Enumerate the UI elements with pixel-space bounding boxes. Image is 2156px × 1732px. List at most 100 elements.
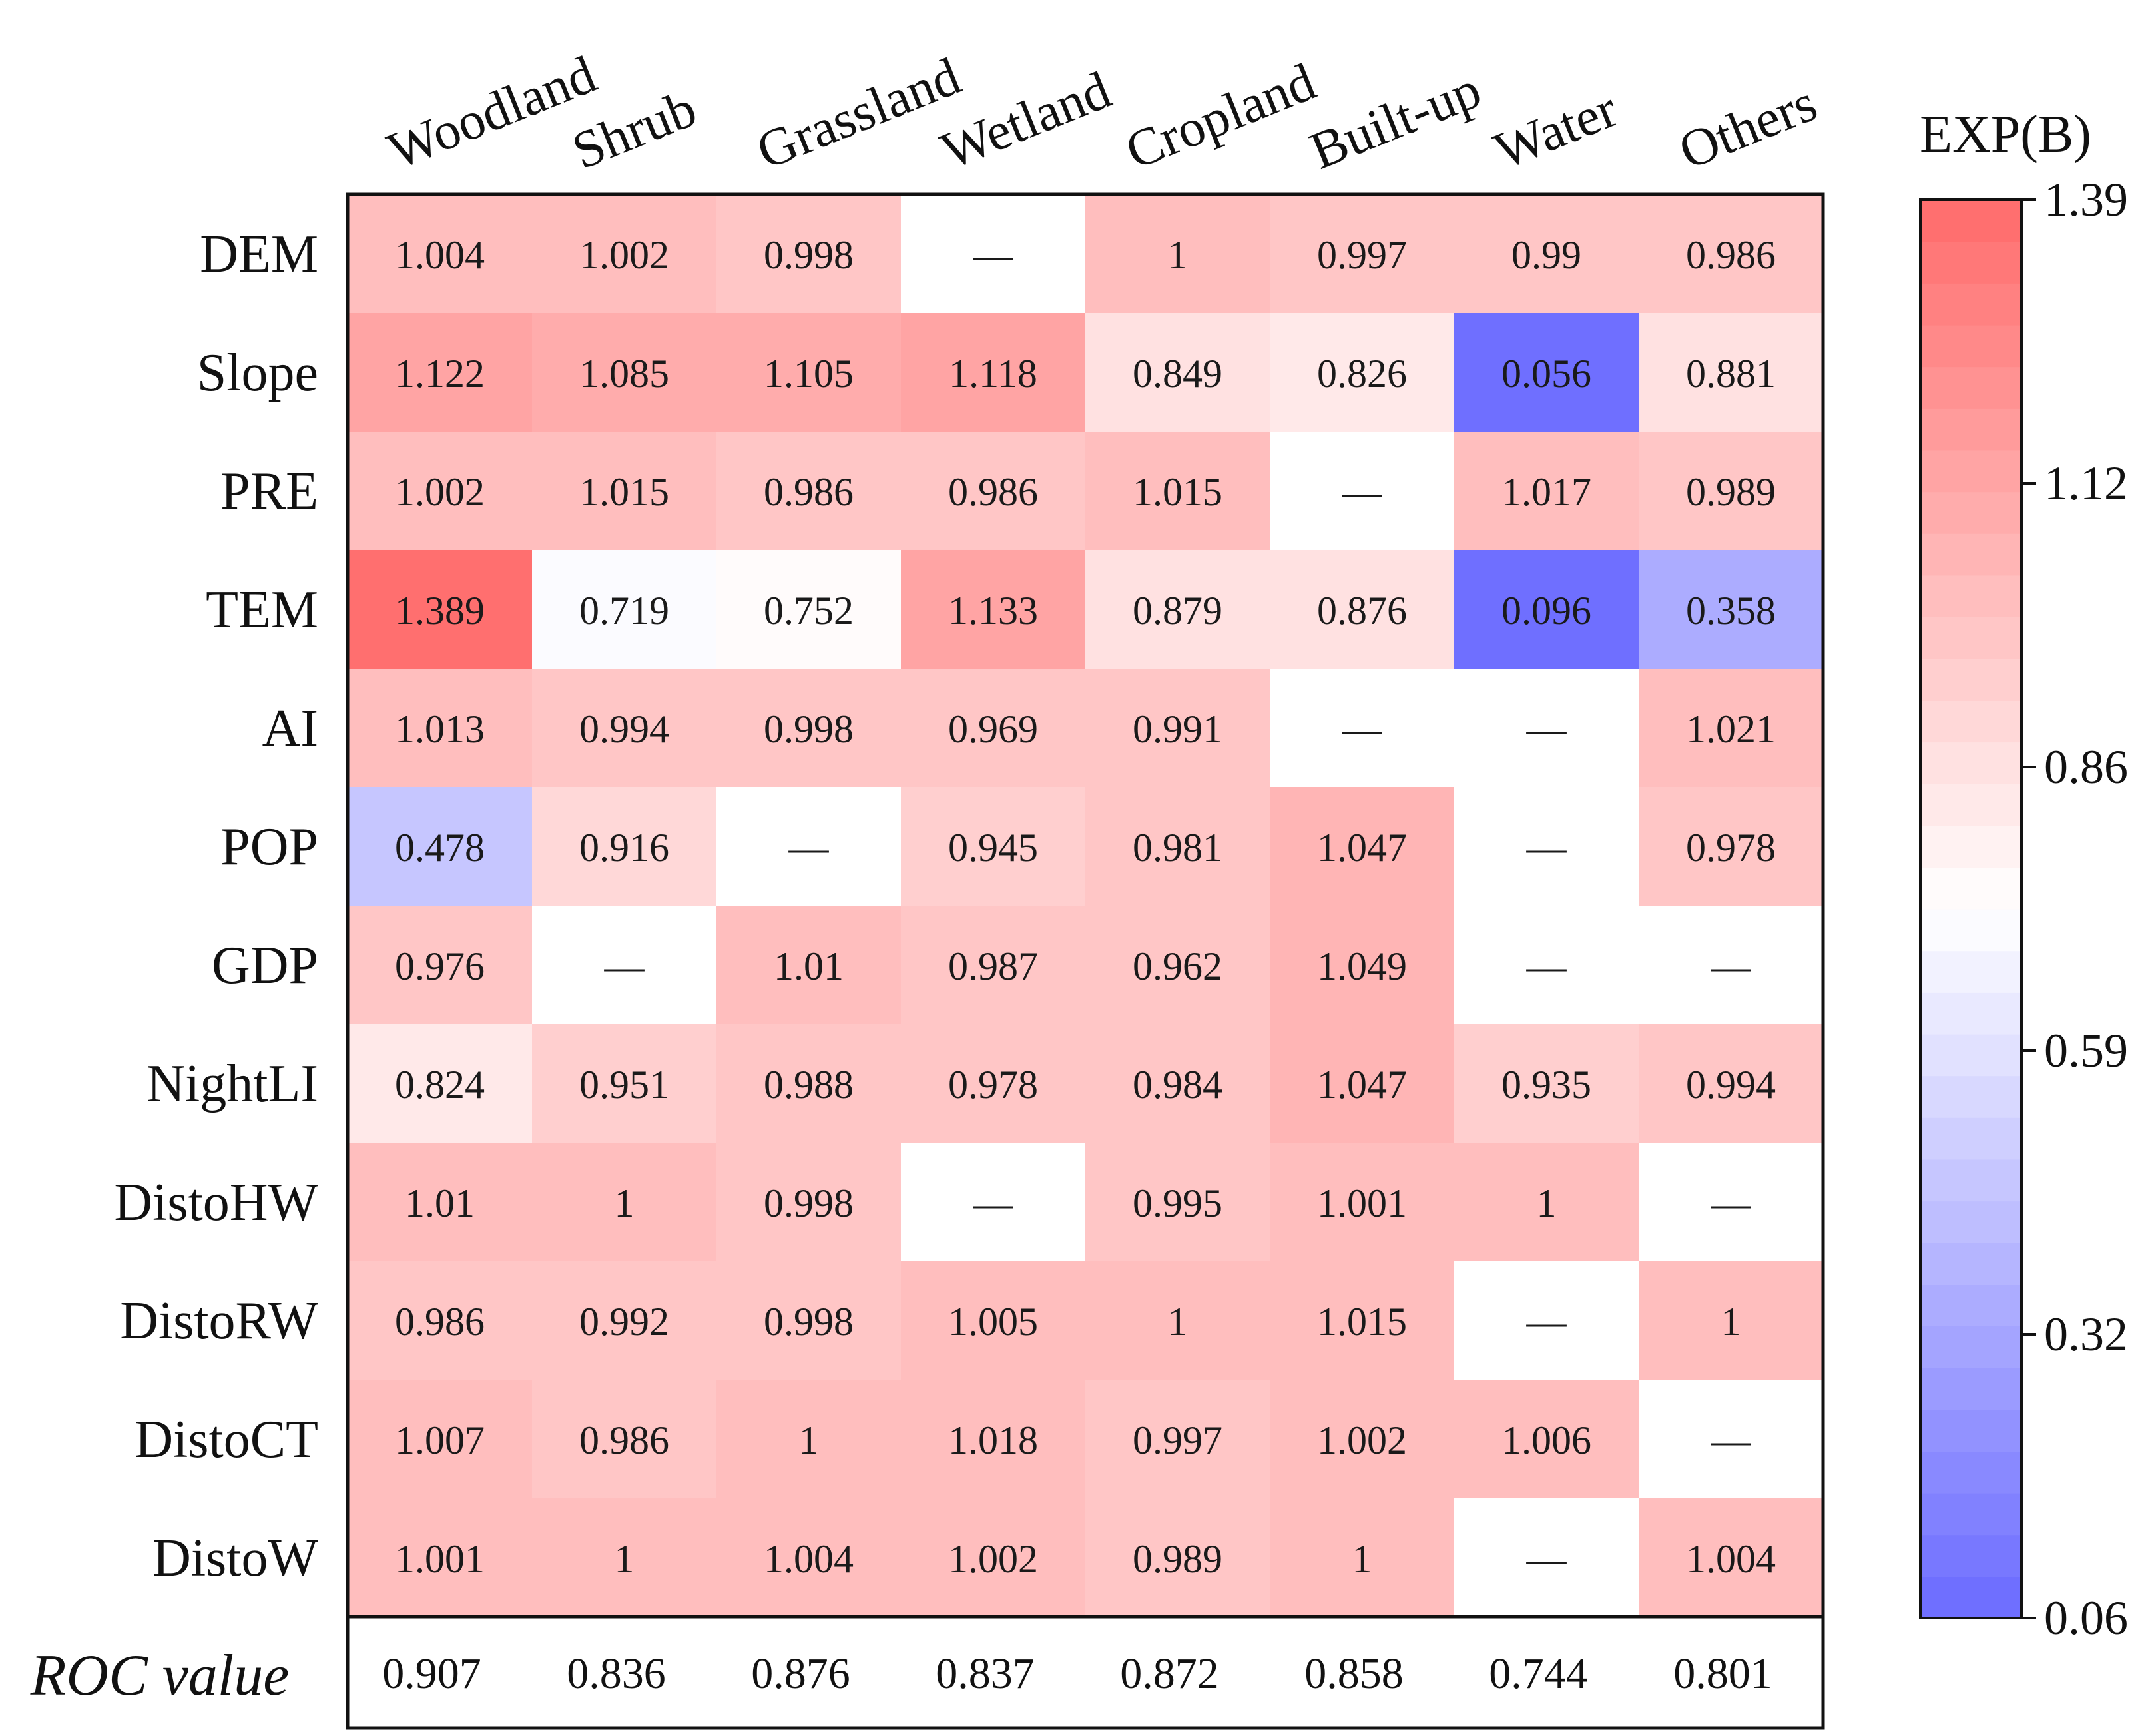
heatmap-cell: [1270, 906, 1454, 1024]
cell-value-label: 1: [799, 1418, 819, 1462]
cell-value-label: 1.017: [1501, 470, 1591, 514]
cell-value-label: 0.056: [1501, 352, 1591, 396]
heatmap-cell: [1639, 1380, 1823, 1498]
row-header: GDP: [212, 936, 318, 995]
colorbar-swatch: [1920, 533, 2021, 576]
cell-value-label: 0.881: [1686, 352, 1776, 396]
heatmap-cell: [532, 194, 716, 313]
cell-value-label: 0.984: [1133, 1063, 1222, 1107]
cell-value-label: —: [1526, 707, 1567, 751]
colorbar-tick-label: 0.06: [2044, 1591, 2128, 1645]
cell-value-label: —: [1526, 1300, 1567, 1344]
cell-value-label: 1: [1352, 1537, 1372, 1581]
cell-value-label: 1.002: [1317, 1418, 1407, 1462]
heatmap-cell: [901, 787, 1085, 906]
cell-value-label: 0.991: [1133, 707, 1222, 751]
heatmap-cell: [1639, 669, 1823, 787]
cell-value-label: 0.358: [1686, 589, 1776, 633]
row-headers: DEM Slope PRE TEM AI POP GDP NightLI DistoHW Dist…: [114, 225, 318, 1588]
heatmap-cell: [901, 1143, 1085, 1261]
cell-value-label: 1.01: [405, 1181, 475, 1225]
cell-value-label: —: [1526, 1537, 1567, 1581]
colorbar-swatch: [1920, 491, 2021, 534]
colorbar-tick-label: 0.32: [2044, 1308, 2128, 1361]
heatmap-cell: [1270, 1143, 1454, 1261]
colorbar-swatch: [1920, 449, 2021, 493]
cell-value-label: 0.998: [764, 233, 854, 277]
cell-value-label: 0.986: [395, 1300, 485, 1344]
colorbar-swatch: [1920, 1159, 2021, 1202]
heatmap-cell: [1454, 1498, 1639, 1617]
colorbar-frame: [1919, 198, 2023, 1619]
cell-value-label: —: [604, 944, 645, 988]
heatmap-cell: [901, 550, 1085, 669]
row-header: DistoCT: [135, 1410, 318, 1469]
roc-value: 0.876: [751, 1649, 850, 1698]
roc-value: 0.801: [1673, 1649, 1772, 1698]
heatmap-cell: [1639, 1024, 1823, 1143]
heatmap-cell: [901, 1261, 1085, 1380]
cell-value-label: 0.916: [579, 826, 669, 870]
colorbar-swatch: [1920, 1534, 2021, 1577]
heatmap-cell: [1085, 1498, 1270, 1617]
cell-value-label: 0.969: [948, 707, 1038, 751]
colorbar-swatch: [1920, 825, 2021, 868]
heatmap-cell: [1270, 1380, 1454, 1498]
heatmap-cell: [532, 1143, 716, 1261]
cell-value-label: 1: [615, 1537, 635, 1581]
column-header: Built-up: [1302, 60, 1489, 180]
cell-value-label: 0.986: [1686, 233, 1776, 277]
heatmap-cell: [1085, 906, 1270, 1024]
heatmap-cell: [1639, 1498, 1823, 1617]
colorbar-swatch: [1920, 992, 2021, 1035]
colorbar-swatch: [1920, 617, 2021, 659]
colorbar-swatch: [1920, 283, 2021, 326]
heatmap-cell: [716, 432, 901, 550]
colorbar: 1.39 1.12 0.86 0.59 0.32 0.06: [1919, 173, 2128, 1645]
cell-value-label: 0.719: [579, 589, 669, 633]
heatmap-cell: [532, 669, 716, 787]
colorbar-swatch: [1920, 1493, 2021, 1536]
cell-value-label: 0.989: [1686, 470, 1776, 514]
cell-value-label: 0.992: [579, 1300, 669, 1344]
heatmap-cell: [716, 313, 901, 432]
cell-value-label: 1.018: [948, 1418, 1038, 1462]
row-header: NightLI: [146, 1055, 318, 1113]
heatmap-cell: [716, 1261, 901, 1380]
colorbar-swatch: [1920, 742, 2021, 784]
colorbar-tick-label: 0.59: [2044, 1024, 2128, 1077]
colorbar-swatch: [1920, 575, 2021, 618]
cell-value-label: 0.951: [579, 1063, 669, 1107]
cell-value-label: 0.997: [1317, 233, 1407, 277]
heatmap-cells: 1.004 1.002 0.998 — 1 0.997 0.99 0.986 1.122 1.08…: [348, 194, 1823, 1617]
cell-value-label: 0.998: [764, 707, 854, 751]
colorbar-swatch: [1920, 1284, 2021, 1327]
cell-value-label: 1.015: [1317, 1300, 1407, 1344]
row-header: DistoW: [152, 1529, 318, 1588]
cell-value-label: 0.826: [1317, 352, 1407, 396]
heatmap-cell: [1639, 313, 1823, 432]
heatmap-cell: [716, 550, 901, 669]
heatmap-cell: [901, 1380, 1085, 1498]
colorbar-swatch: [1920, 241, 2021, 284]
cell-value-label: 1.105: [764, 352, 854, 396]
cell-value-label: 1.004: [395, 233, 485, 277]
heatmap-cell: [532, 550, 716, 669]
cell-value-label: —: [1526, 944, 1567, 988]
cell-value-label: 1: [1168, 1300, 1188, 1344]
heatmap-cell: [716, 1024, 901, 1143]
heatmap-cell: [901, 1024, 1085, 1143]
cell-value-label: 0.995: [1133, 1181, 1222, 1225]
cell-value-label: 1.122: [395, 352, 485, 396]
cell-value-label: 1.047: [1317, 1063, 1407, 1107]
roc-value: 0.907: [382, 1649, 481, 1698]
heatmap-cell: [901, 1498, 1085, 1617]
colorbar-swatch: [1920, 324, 2021, 368]
cell-value-label: 1: [1168, 233, 1188, 277]
cell-value-label: 0.478: [395, 826, 485, 870]
heatmap-cell: [1639, 1143, 1823, 1261]
heatmap-cell: [1270, 669, 1454, 787]
cell-value-label: 1.01: [774, 944, 844, 988]
column-header: Others: [1671, 73, 1825, 180]
heatmap-cell: [348, 550, 532, 669]
